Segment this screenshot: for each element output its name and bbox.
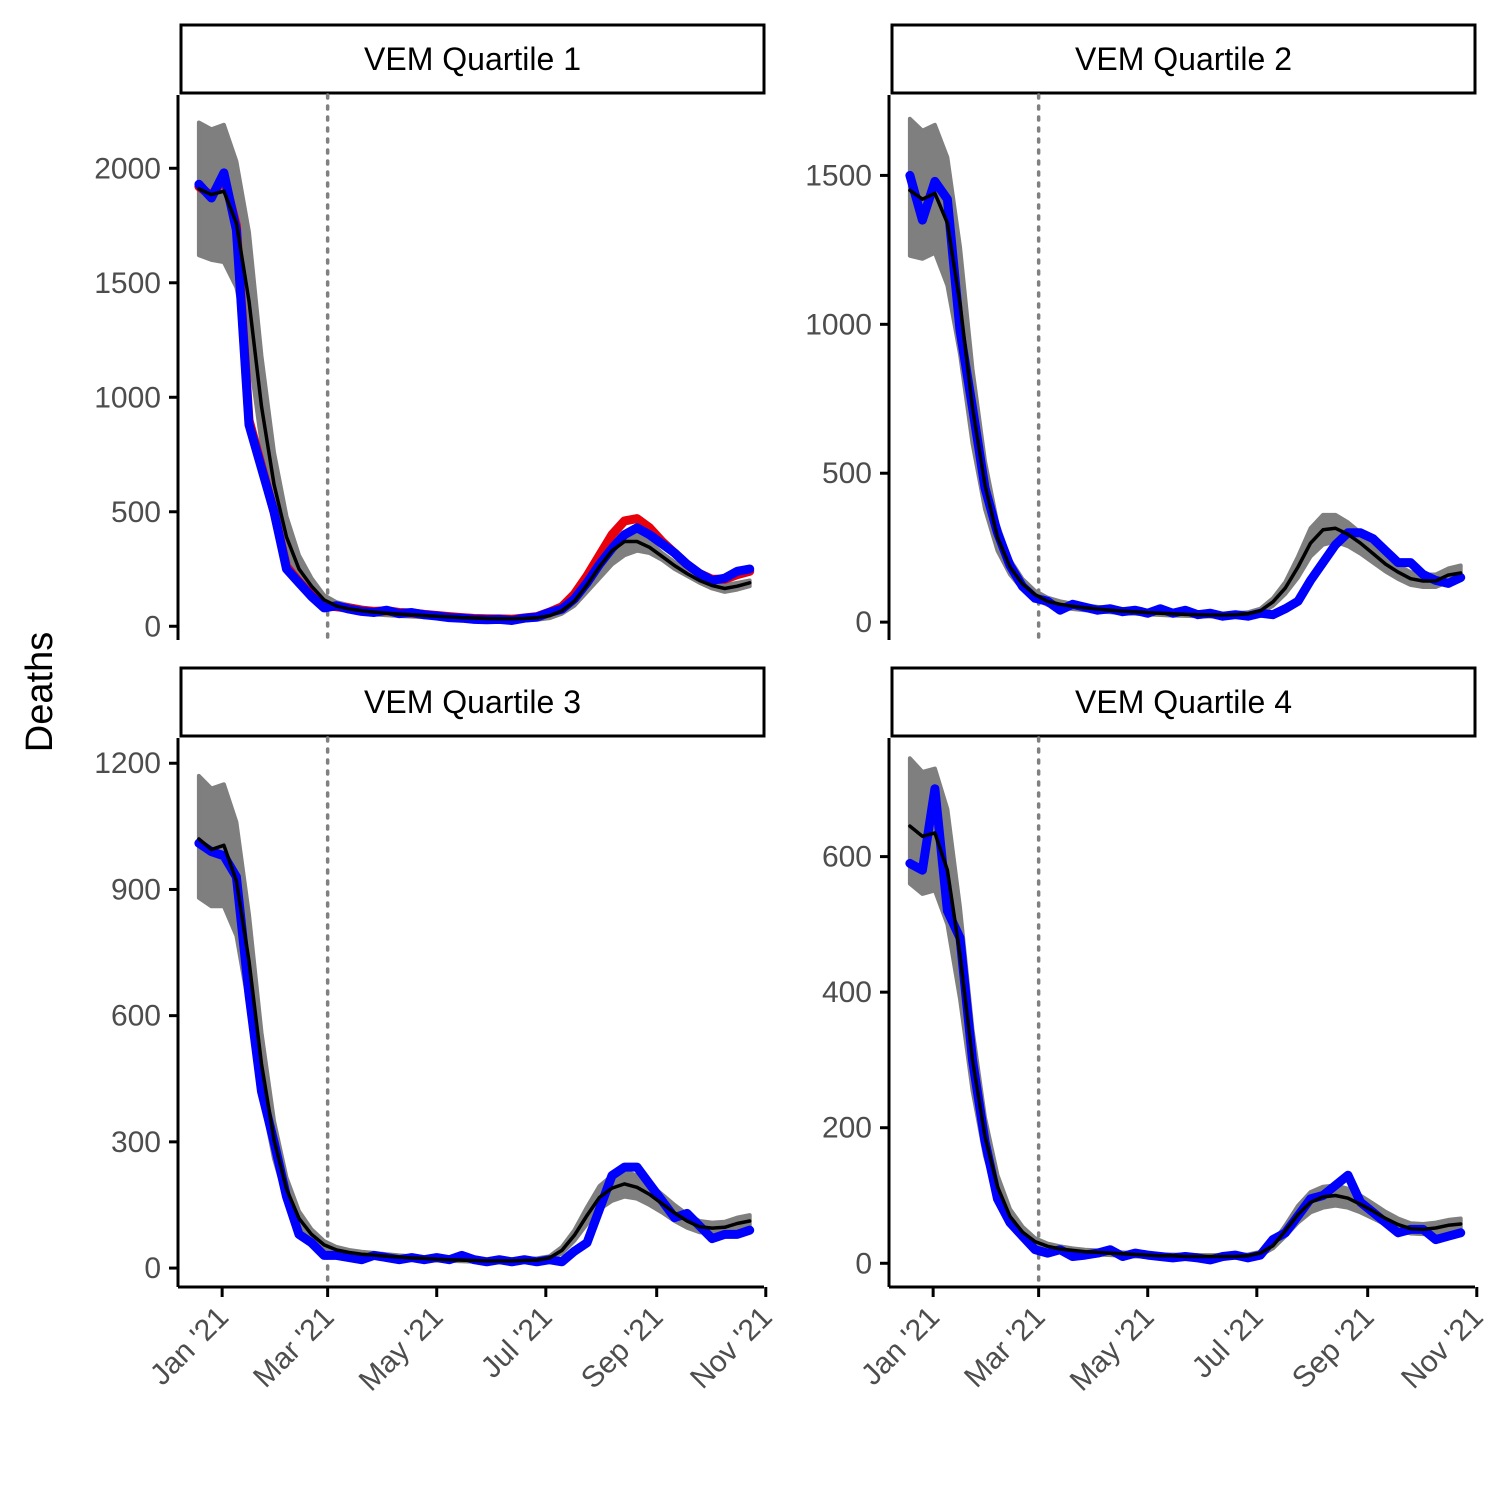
x-tick-label: May '21 [1064,1301,1161,1398]
y-tick-label: 1000 [94,381,161,414]
panel-title: VEM Quartile 3 [364,684,581,720]
y-tick-label: 500 [111,496,161,529]
y-tick-label: 0 [144,610,161,643]
x-tick-label: May '21 [353,1301,450,1398]
y-tick-label: 2000 [94,152,161,185]
y-tick-label: 600 [111,1000,161,1033]
y-tick-label: 300 [111,1126,161,1159]
x-tick-label: Mar '21 [247,1301,340,1394]
series-line-blue [905,784,1466,1265]
y-tick-label: 400 [822,976,872,1009]
y-tick-label: 500 [822,457,872,490]
y-tick-label: 0 [855,1247,872,1280]
x-tick-label: Mar '21 [958,1301,1051,1394]
x-tick-label: Jul '21 [475,1301,559,1385]
x-tick-label: Sep '21 [575,1301,670,1396]
series-line-black [197,187,752,621]
panel-4: VEM Quartile 4 0 200 400 600 Jan '21 Mar '21 Ma… [822,666,1490,1398]
x-tick-label: Jan '21 [144,1301,235,1392]
panel-title: VEM Quartile 1 [364,41,581,77]
series-line-black [908,824,1463,1259]
panel-strip [890,666,1477,738]
y-tick-label: 900 [111,873,161,906]
panel-2: VEM Quartile 2 0 500 1000 1500 [805,23,1477,642]
y-tick-label: 0 [144,1252,161,1285]
x-tick-label: Nov '21 [1395,1301,1490,1396]
panel-title: VEM Quartile 2 [1075,41,1292,77]
panel-strip [179,23,766,95]
y-tick-label: 1000 [805,308,872,341]
y-tick-label: 1500 [805,159,872,192]
x-tick-label: Nov '21 [684,1301,779,1396]
y-tick-label: 600 [822,841,872,874]
panel-strip [890,23,1477,95]
panel-strip [179,666,766,738]
x-tick-label: Jan '21 [855,1301,946,1392]
x-tick-label: Jul '21 [1186,1301,1270,1385]
panel-title: VEM Quartile 4 [1075,684,1292,720]
panel-1: VEM Quartile 1 0 500 1000 1500 2000 [94,23,766,643]
y-tick-label: 200 [822,1112,872,1145]
x-tick-label: Sep '21 [1286,1301,1381,1396]
y-axis-label: Deaths [19,632,61,752]
series-line-blue [194,168,755,625]
y-tick-label: 1500 [94,267,161,300]
series-line-black [197,837,752,1263]
series-line-black [908,188,1463,617]
panel-3: VEM Quartile 3 0 300 600 900 1200 Jan '21 Mar '… [94,666,779,1398]
y-tick-label: 0 [855,606,872,639]
y-tick-label: 1200 [94,747,161,780]
